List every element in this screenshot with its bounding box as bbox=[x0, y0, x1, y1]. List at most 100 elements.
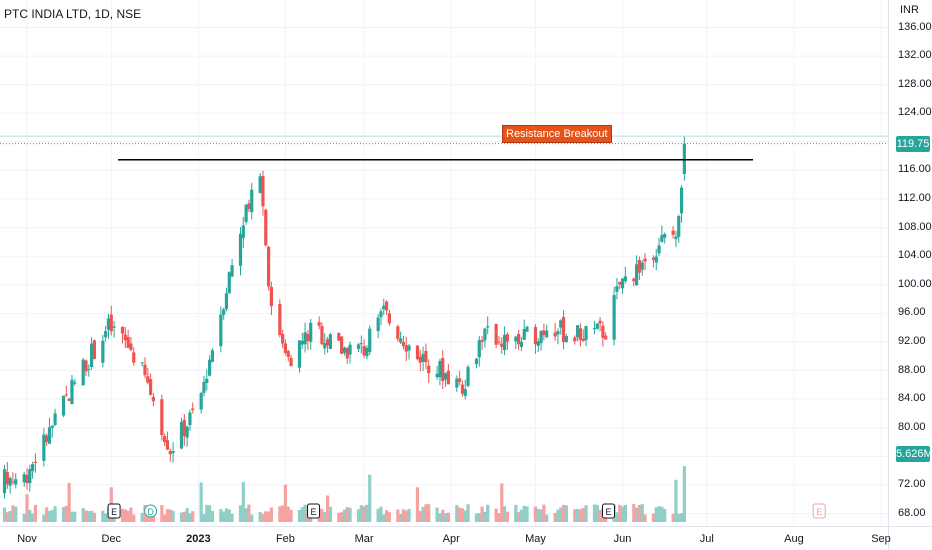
candle-body bbox=[168, 450, 172, 455]
volume-bar bbox=[441, 509, 445, 522]
volume-bar bbox=[542, 504, 546, 522]
candle-body bbox=[517, 333, 521, 345]
volume-bar bbox=[455, 505, 459, 522]
candle-body bbox=[480, 340, 484, 343]
volume-bar bbox=[483, 511, 487, 522]
candle-body bbox=[382, 305, 386, 310]
candle-body bbox=[289, 357, 293, 367]
candle-body bbox=[455, 378, 459, 388]
volume-bar bbox=[224, 508, 229, 522]
y-tick-label: 96.00 bbox=[898, 306, 926, 319]
volume-bar bbox=[637, 504, 642, 522]
candle-body bbox=[466, 366, 470, 386]
volume-bar bbox=[337, 512, 341, 522]
candle-body bbox=[149, 379, 153, 395]
event-marker-earnings[interactable]: E bbox=[107, 503, 121, 519]
svg-text:E: E bbox=[311, 507, 317, 517]
y-tick-label: 100.00 bbox=[898, 277, 932, 290]
candle-body bbox=[90, 343, 94, 368]
candle-body bbox=[227, 272, 231, 294]
volume-bar bbox=[171, 510, 175, 522]
x-tick-label: Jul bbox=[699, 533, 714, 545]
volume-bar bbox=[210, 511, 215, 522]
volume-bar bbox=[179, 512, 184, 522]
candle-body bbox=[123, 334, 127, 341]
volume-bar bbox=[219, 508, 223, 522]
volume-bar bbox=[427, 504, 431, 522]
candle-body bbox=[171, 451, 175, 454]
candle-body bbox=[53, 413, 57, 426]
candle-body bbox=[306, 334, 310, 342]
volume-bar bbox=[502, 506, 507, 522]
x-tick-label: Apr bbox=[442, 533, 460, 545]
candle-body bbox=[33, 461, 38, 464]
candle-body bbox=[584, 325, 588, 341]
resistance-breakout-label[interactable]: Resistance Breakout bbox=[502, 125, 612, 143]
candle-body bbox=[303, 332, 307, 345]
y-tick-label: 88.00 bbox=[898, 363, 926, 376]
candle-body bbox=[494, 323, 498, 345]
candle-body bbox=[191, 408, 195, 411]
event-marker-earnings[interactable]: E bbox=[812, 503, 826, 519]
candle-body bbox=[578, 328, 583, 340]
candle-body bbox=[446, 370, 450, 385]
candle-body bbox=[325, 339, 330, 346]
y-tick-label: 112.00 bbox=[898, 192, 931, 205]
volume-bar bbox=[640, 504, 644, 522]
volume-bar bbox=[618, 504, 622, 522]
candle-body bbox=[205, 378, 209, 383]
volume-bar bbox=[401, 509, 406, 522]
candle-body bbox=[671, 230, 675, 235]
y-tick-label: 132.00 bbox=[898, 49, 932, 62]
volume-bar bbox=[222, 511, 226, 522]
volume-bar bbox=[407, 509, 411, 522]
candle-body bbox=[28, 469, 32, 484]
candle-body bbox=[14, 479, 18, 485]
candle-body bbox=[368, 328, 372, 352]
candle-body bbox=[598, 320, 602, 324]
volume-bar bbox=[342, 509, 347, 522]
candle-body bbox=[356, 344, 361, 349]
candle-body bbox=[387, 313, 391, 324]
volume-bar bbox=[365, 504, 369, 522]
volume-bar bbox=[615, 512, 619, 522]
candle-body bbox=[2, 469, 7, 494]
volume-bar bbox=[266, 511, 271, 522]
event-marker-earnings[interactable]: E bbox=[602, 503, 616, 519]
event-marker-dividend[interactable]: D bbox=[144, 504, 158, 518]
volume-bar bbox=[654, 507, 658, 522]
volume-bar bbox=[682, 466, 686, 522]
volume-bar bbox=[362, 506, 366, 522]
candle-body bbox=[224, 293, 229, 310]
candle-body bbox=[427, 365, 431, 374]
volume-bar bbox=[561, 504, 566, 522]
candle-body bbox=[337, 332, 341, 341]
volume-bar bbox=[28, 509, 32, 522]
candle-body bbox=[47, 427, 52, 444]
y-tick-label: 108.00 bbox=[898, 220, 932, 233]
volume-bar bbox=[525, 506, 529, 522]
candle-body bbox=[500, 343, 504, 347]
volume-bar bbox=[2, 507, 7, 522]
candle-body bbox=[244, 204, 248, 222]
volume-bar bbox=[278, 506, 282, 522]
candle-body bbox=[112, 326, 116, 328]
candle-body bbox=[188, 412, 192, 426]
x-tick-label: May bbox=[525, 533, 546, 545]
candle-body bbox=[199, 393, 203, 410]
volume-bar bbox=[356, 509, 361, 522]
y-tick-label: 124.00 bbox=[898, 106, 932, 119]
volume-bar bbox=[297, 510, 302, 522]
volume-bar bbox=[458, 507, 462, 522]
candle-body bbox=[160, 399, 164, 436]
volume-bar bbox=[168, 509, 172, 522]
candle-body bbox=[519, 341, 524, 347]
candle-body bbox=[576, 325, 580, 338]
candle-body bbox=[415, 345, 420, 360]
volume-bar bbox=[205, 504, 209, 522]
event-marker-earnings[interactable]: E bbox=[307, 503, 321, 519]
candle-body bbox=[185, 426, 189, 438]
candle-body bbox=[109, 314, 113, 332]
